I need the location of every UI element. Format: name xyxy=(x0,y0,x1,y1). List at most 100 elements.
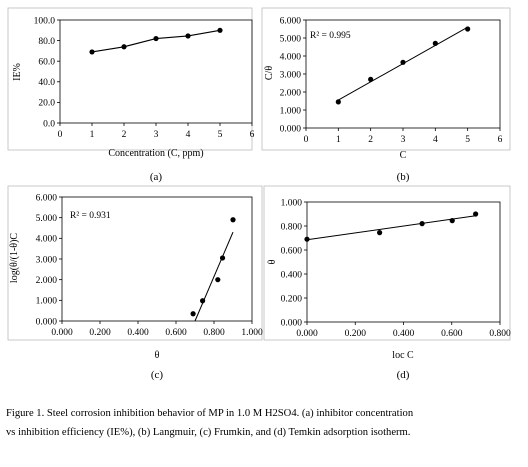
y-axis-label: log(θ/(1-θ)C xyxy=(9,233,20,283)
y-tick-label: 0.000 xyxy=(281,318,303,328)
x-tick-label: 0.800 xyxy=(489,329,511,339)
data-point xyxy=(219,255,226,261)
panel-label: (a) xyxy=(150,171,163,183)
x-tick-label: 1 xyxy=(336,135,341,145)
caption-line-1: Figure 1. Steel corrosion inhibition beh… xyxy=(6,408,414,419)
y-tick-label: 0.0 xyxy=(43,119,55,129)
y-tick-label: 80.0 xyxy=(38,37,55,47)
data-point xyxy=(89,49,95,55)
x-tick-label: 0 xyxy=(58,130,63,140)
x-tick-label: 2 xyxy=(368,135,373,145)
x-tick-label: 0.400 xyxy=(127,328,149,338)
x-tick-label: 6 xyxy=(498,135,503,145)
x-tick-label: 2 xyxy=(122,130,127,140)
x-tick-label: 0 xyxy=(304,135,309,145)
data-point xyxy=(449,218,455,224)
y-tick-label: 2.000 xyxy=(36,276,58,286)
y-tick-label: 5.000 xyxy=(280,34,302,44)
x-axis-label: θ xyxy=(155,350,160,361)
x-axis-label: Concentration (C, ppm) xyxy=(108,148,203,159)
data-point xyxy=(217,27,223,33)
y-tick-label: 0.000 xyxy=(280,124,302,134)
x-tick-label: 6 xyxy=(250,130,255,140)
panel-label: (b) xyxy=(397,171,410,183)
x-axis-label: C xyxy=(400,150,407,161)
chart-frame xyxy=(7,185,263,341)
chart-panel-d: 0.000 0.200 0.400 0.600 0.800 1.000 0.000 0.200… xyxy=(263,185,511,381)
x-tick-label: 5 xyxy=(465,135,470,145)
y-axis-label: θ xyxy=(267,259,278,264)
y-tick-label: 0.200 xyxy=(281,294,303,304)
x-tick-label: 0.600 xyxy=(441,329,463,339)
data-point xyxy=(465,26,471,32)
data-point xyxy=(153,35,159,42)
y-tick-label: 60.0 xyxy=(38,58,55,68)
y-tick-label: 2.000 xyxy=(280,88,302,98)
y-tick-label: 4.000 xyxy=(280,52,302,62)
x-tick-label: 0.400 xyxy=(393,329,415,339)
y-tick-label: 0.800 xyxy=(281,222,303,232)
data-point xyxy=(400,59,406,65)
x-tick-label: 0.600 xyxy=(165,328,187,338)
chart-panel-c: 0.000 1.000 2.000 3.000 4.000 5.000 6.000 0.000… xyxy=(7,185,263,381)
y-tick-label: 6.000 xyxy=(280,16,302,26)
data-point xyxy=(335,99,341,105)
y-tick-label: 100.0 xyxy=(34,16,56,26)
y-tick-label: 0.400 xyxy=(281,270,303,280)
x-tick-label: 4 xyxy=(433,135,438,145)
chart-frame xyxy=(261,7,511,151)
x-tick-label: 4 xyxy=(186,130,191,140)
trendline xyxy=(306,215,476,241)
x-tick-label: 0.800 xyxy=(203,328,225,338)
y-tick-label: 3.000 xyxy=(36,255,58,265)
r-squared-annotation: R² = 0.995 xyxy=(310,31,351,41)
x-tick-label: 1 xyxy=(90,130,95,140)
y-tick-label: 20.0 xyxy=(38,99,55,109)
y-tick-label: 3.000 xyxy=(280,70,302,80)
data-point xyxy=(432,40,438,47)
y-tick-label: 6.000 xyxy=(36,193,58,203)
y-tick-label: 5.000 xyxy=(36,214,58,224)
data-point xyxy=(121,44,127,50)
data-point xyxy=(473,211,479,217)
data-point xyxy=(185,33,191,39)
y-tick-label: 1.000 xyxy=(36,297,58,307)
data-point xyxy=(419,221,425,227)
y-axis-label: C/θ xyxy=(264,66,275,80)
data-point xyxy=(230,217,236,223)
x-axis-label: loc C xyxy=(392,350,414,361)
x-tick-label: 0.000 xyxy=(296,329,318,339)
plot-area xyxy=(306,201,501,323)
trendline xyxy=(194,231,234,322)
figure-caption: Figure 1. Steel corrosion inhibition beh… xyxy=(6,404,524,442)
panel-label: (c) xyxy=(151,369,164,381)
x-tick-label: 0.200 xyxy=(345,329,367,339)
data-point xyxy=(368,76,374,82)
data-point xyxy=(304,236,310,242)
chart-panel-a: 0.0 20.0 40.0 60.0 80.0 100.0 0 1 2 3 4 5 6 Concentra… xyxy=(7,7,255,183)
chart-frame xyxy=(263,185,511,341)
y-axis-label: IE% xyxy=(12,63,23,81)
y-tick-label: 0.600 xyxy=(281,246,303,256)
y-tick-label: 4.000 xyxy=(36,235,58,245)
panel-label: (d) xyxy=(397,369,410,381)
chart-panel-b: 0.000 1.000 2.000 3.000 4.000 5.000 6.000 0 1 2 3 4… xyxy=(261,7,511,183)
y-tick-label: 0.000 xyxy=(36,317,58,327)
y-tick-label: 1.000 xyxy=(281,198,303,208)
caption-line-2: vs inhibition efficiency (IE%), (b) Lang… xyxy=(6,427,411,438)
data-point xyxy=(377,230,383,236)
data-point xyxy=(200,298,206,304)
y-tick-label: 1.000 xyxy=(280,106,302,116)
plot-area xyxy=(59,19,253,124)
x-tick-label: 0.000 xyxy=(51,328,73,338)
r-squared-annotation: R² = 0.931 xyxy=(70,211,111,221)
x-tick-label: 3 xyxy=(401,135,406,145)
data-point xyxy=(215,277,221,283)
x-tick-label: 5 xyxy=(218,130,223,140)
x-tick-label: 3 xyxy=(154,130,159,140)
x-tick-label: 0.200 xyxy=(89,328,111,338)
y-tick-label: 40.0 xyxy=(38,78,55,88)
x-tick-label: 1.000 xyxy=(241,328,263,338)
data-point xyxy=(190,311,196,317)
